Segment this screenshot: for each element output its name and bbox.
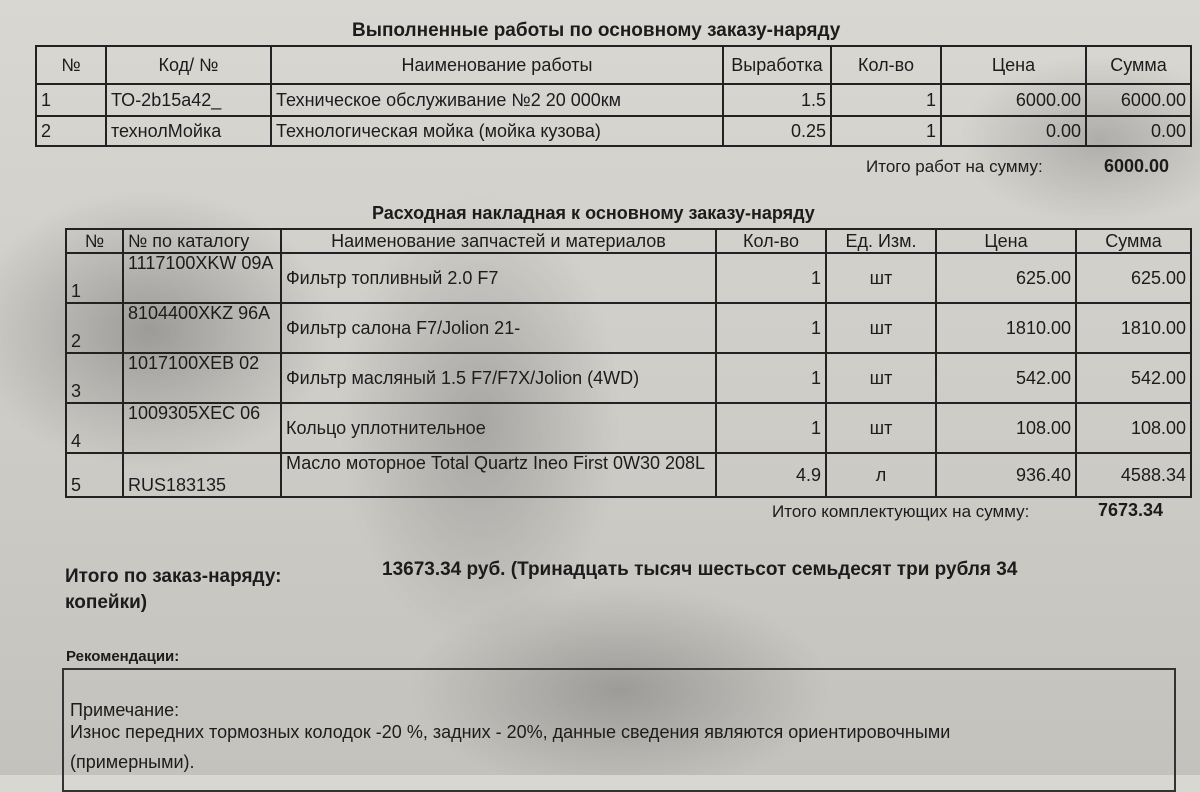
cell-unit: шт (825, 402, 937, 454)
table-row: 1 ТО-2b15a42_ Техническое обслуживание №… (35, 83, 1192, 117)
header-cell: Код/ № (105, 45, 272, 85)
header-cell: Выработка (722, 45, 832, 85)
cell-name: Технологическая мойка (мойка кузова) (270, 115, 724, 147)
header-cell: № по каталогу (122, 228, 282, 254)
header-cell: Ед. Изм. (825, 228, 937, 254)
cell-n: 1 (65, 252, 124, 304)
parts-header-row: № № по каталогу Наименование запчастей и… (65, 228, 1192, 254)
cell-catalog: RUS183135 (122, 452, 282, 498)
cell-price: 6000.00 (940, 83, 1087, 117)
cell-catalog: 1117100XKW 09A (122, 252, 282, 304)
cell-name: Фильтр масляный 1.5 F7/F7X/Jolion (4WD) (280, 352, 717, 404)
cell-catalog: 8104400XKZ 96A (122, 302, 282, 354)
works-total-value: 6000.00 (1104, 156, 1170, 176)
cell-name: Фильтр салона F7/Jolion 21- (280, 302, 717, 354)
cell-n: 2 (35, 115, 107, 147)
cell-sum: 108.00 (1075, 402, 1192, 454)
cell-price: 0.00 (940, 115, 1087, 147)
cell-name: Масло моторное Total Quartz Ineo First 0… (280, 452, 717, 498)
cell-name: Фильтр топливный 2.0 F7 (280, 252, 717, 304)
cell-price: 936.40 (935, 452, 1077, 498)
cell-sum: 625.00 (1075, 252, 1192, 304)
works-header-row: № Код/ № Наименование работы Выработка К… (35, 45, 1192, 85)
cell-price: 625.00 (935, 252, 1077, 304)
cell-unit: шт (825, 252, 937, 304)
cell-catalog: 1009305XEC 06 (122, 402, 282, 454)
cell-qty: 1 (715, 302, 827, 354)
cell-code: технолМойка (105, 115, 272, 147)
table-row: 1 1117100XKW 09A Фильтр топливный 2.0 F7… (65, 252, 1192, 304)
works-total-label: Итого работ на сумму: (866, 157, 1043, 176)
cell-unit: шт (825, 302, 937, 354)
cell-qty: 1 (715, 352, 827, 404)
cell-name: Кольцо уплотнительное (280, 402, 717, 454)
header-cell: Цена (940, 45, 1087, 85)
cell-n: 2 (65, 302, 124, 354)
cell-qty: 1 (715, 402, 827, 454)
parts-title: Расходная накладная к основному заказу-н… (372, 203, 815, 223)
cell-n: 1 (35, 83, 107, 117)
works-title: Выполненные работы по основному заказу-н… (352, 20, 841, 41)
note-label: Примечание: (70, 700, 180, 720)
cell-catalog: 1017100XEB 02 (122, 352, 282, 404)
header-cell: Кол-во (830, 45, 942, 85)
grand-total-label: Итого по заказ-наряду: (65, 566, 282, 587)
cell-n: 5 (65, 452, 124, 498)
note-line-2: (примерными). (70, 752, 195, 772)
cell-unit: шт (825, 352, 937, 404)
cell-code: ТО-2b15a42_ (105, 83, 272, 117)
header-cell: № (65, 228, 124, 254)
cell-sum: 6000.00 (1085, 83, 1192, 117)
cell-price: 108.00 (935, 402, 1077, 454)
header-cell: Кол-во (715, 228, 827, 254)
cell-qty: 4.9 (715, 452, 827, 498)
works-table: № Код/ № Наименование работы Выработка К… (35, 45, 1192, 147)
note-line-1: Износ передних тормозных колодок -20 %, … (70, 722, 951, 742)
header-cell: Сумма (1085, 45, 1192, 85)
grand-total-value-cont: копейки) (65, 592, 148, 613)
header-cell: Цена (935, 228, 1077, 254)
cell-hours: 0.25 (722, 115, 832, 147)
cell-qty: 1 (715, 252, 827, 304)
table-row: 2 8104400XKZ 96A Фильтр салона F7/Jolion… (65, 302, 1192, 354)
cell-price: 1810.00 (935, 302, 1077, 354)
recommendations-label: Рекомендации: (66, 648, 180, 665)
cell-sum: 1810.00 (1075, 302, 1192, 354)
table-row: 2 технолМойка Технологическая мойка (мой… (35, 115, 1192, 147)
parts-total-value: 7673.34 (1098, 500, 1164, 520)
cell-sum: 0.00 (1085, 115, 1192, 147)
parts-total-label: Итого комплектующих на сумму: (772, 502, 1030, 521)
cell-qty: 1 (830, 83, 942, 117)
table-row: 4 1009305XEC 06 Кольцо уплотнительное 1 … (65, 402, 1192, 454)
table-row: 5 RUS183135 Масло моторное Total Quartz … (65, 452, 1192, 498)
header-cell: № (35, 45, 107, 85)
parts-table: № № по каталогу Наименование запчастей и… (65, 228, 1192, 498)
cell-n: 3 (65, 352, 124, 404)
cell-sum: 4588.34 (1075, 452, 1192, 498)
cell-sum: 542.00 (1075, 352, 1192, 404)
cell-qty: 1 (830, 115, 942, 147)
table-row: 3 1017100XEB 02 Фильтр масляный 1.5 F7/F… (65, 352, 1192, 404)
cell-price: 542.00 (935, 352, 1077, 404)
cell-unit: л (825, 452, 937, 498)
grand-total-value: 13673.34 руб. (Тринадцать тысяч шестьсот… (382, 559, 1018, 580)
cell-n: 4 (65, 402, 124, 454)
cell-name: Техническое обслуживание №2 20 000км (270, 83, 724, 117)
header-cell: Сумма (1075, 228, 1192, 254)
cell-hours: 1.5 (722, 83, 832, 117)
header-cell: Наименование запчастей и материалов (280, 228, 717, 254)
header-cell: Наименование работы (270, 45, 724, 85)
